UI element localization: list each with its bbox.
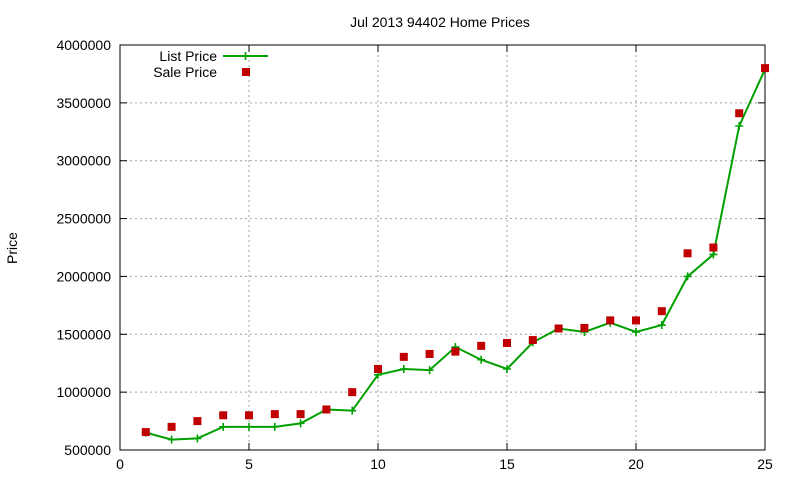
sale-price-point xyxy=(477,341,486,350)
sale-price-point xyxy=(735,109,744,118)
sale-price-point xyxy=(141,428,150,437)
list-price-point xyxy=(348,406,357,415)
sale-price-point xyxy=(245,411,253,420)
sale-price-point xyxy=(580,323,589,332)
axis-ticks: 0 5 10 15 20 25 500000 1000000 1500000 2000000 250… xyxy=(56,37,773,472)
sale-price-point xyxy=(709,243,718,252)
x-tick-label: 15 xyxy=(499,456,515,472)
sale-price-point xyxy=(554,324,563,333)
grid-lines xyxy=(120,45,765,450)
x-tick-label: 25 xyxy=(757,456,773,472)
plot-frame xyxy=(119,44,766,451)
series-layer xyxy=(141,64,769,444)
y-tick-label: 3500000 xyxy=(56,95,111,111)
y-tick-label: 1000000 xyxy=(56,384,111,400)
sale-price-point xyxy=(761,64,769,73)
sale-price-point xyxy=(606,316,615,325)
x-tick-label: 5 xyxy=(245,456,253,472)
legend-list-price-label: List Price xyxy=(159,48,217,64)
sale-price-point xyxy=(632,316,640,325)
legend-sale-price-label: Sale Price xyxy=(153,64,217,80)
sale-price-point xyxy=(451,347,460,356)
y-tick-label: 4000000 xyxy=(56,37,111,53)
x-tick-label: 10 xyxy=(370,456,386,472)
sale-price-point xyxy=(348,388,357,397)
x-tick-label: 20 xyxy=(628,456,644,472)
list-price-point xyxy=(270,422,279,431)
list-price-point xyxy=(193,434,202,443)
y-axis-label: Price xyxy=(4,232,20,264)
sale-price-point xyxy=(528,336,537,345)
x-tick-label: 0 xyxy=(116,456,124,472)
sale-price-point xyxy=(296,410,305,419)
sale-price-point xyxy=(219,411,228,420)
list-price-point xyxy=(219,422,228,431)
sale-price-point xyxy=(683,249,692,258)
y-tick-label: 2000000 xyxy=(56,268,111,284)
sale-price-point xyxy=(167,422,176,431)
list-price-point xyxy=(709,250,718,259)
sale-price-point xyxy=(657,307,666,316)
sale-price-point xyxy=(503,338,511,347)
list-price-point xyxy=(399,365,408,373)
sale-price-point xyxy=(322,405,331,414)
list-price-point xyxy=(477,355,486,364)
list-price-point xyxy=(735,122,744,130)
sale-price-point xyxy=(425,349,434,358)
y-tick-label: 2500000 xyxy=(56,211,111,227)
list-price-point xyxy=(503,365,511,373)
chart-title: Jul 2013 94402 Home Prices xyxy=(350,14,530,30)
list-price-point xyxy=(425,366,434,375)
list-price-point xyxy=(245,422,253,431)
list-price-point xyxy=(657,321,666,330)
sale-price-point xyxy=(399,352,408,361)
list-price-point xyxy=(167,435,176,444)
list-price-point xyxy=(296,419,305,428)
legend-list-price-marker xyxy=(241,52,250,60)
list-price-point xyxy=(683,272,692,281)
list-price-line xyxy=(145,68,766,441)
legend-sale-price-marker xyxy=(242,68,250,76)
y-tick-label: 3000000 xyxy=(56,153,111,169)
list-price-point xyxy=(632,327,640,336)
y-tick-label: 1500000 xyxy=(56,326,111,342)
sale-price-point xyxy=(270,410,279,419)
sale-price-point xyxy=(193,417,202,426)
sale-price-point xyxy=(374,365,382,373)
y-tick-label: 500000 xyxy=(64,442,111,458)
